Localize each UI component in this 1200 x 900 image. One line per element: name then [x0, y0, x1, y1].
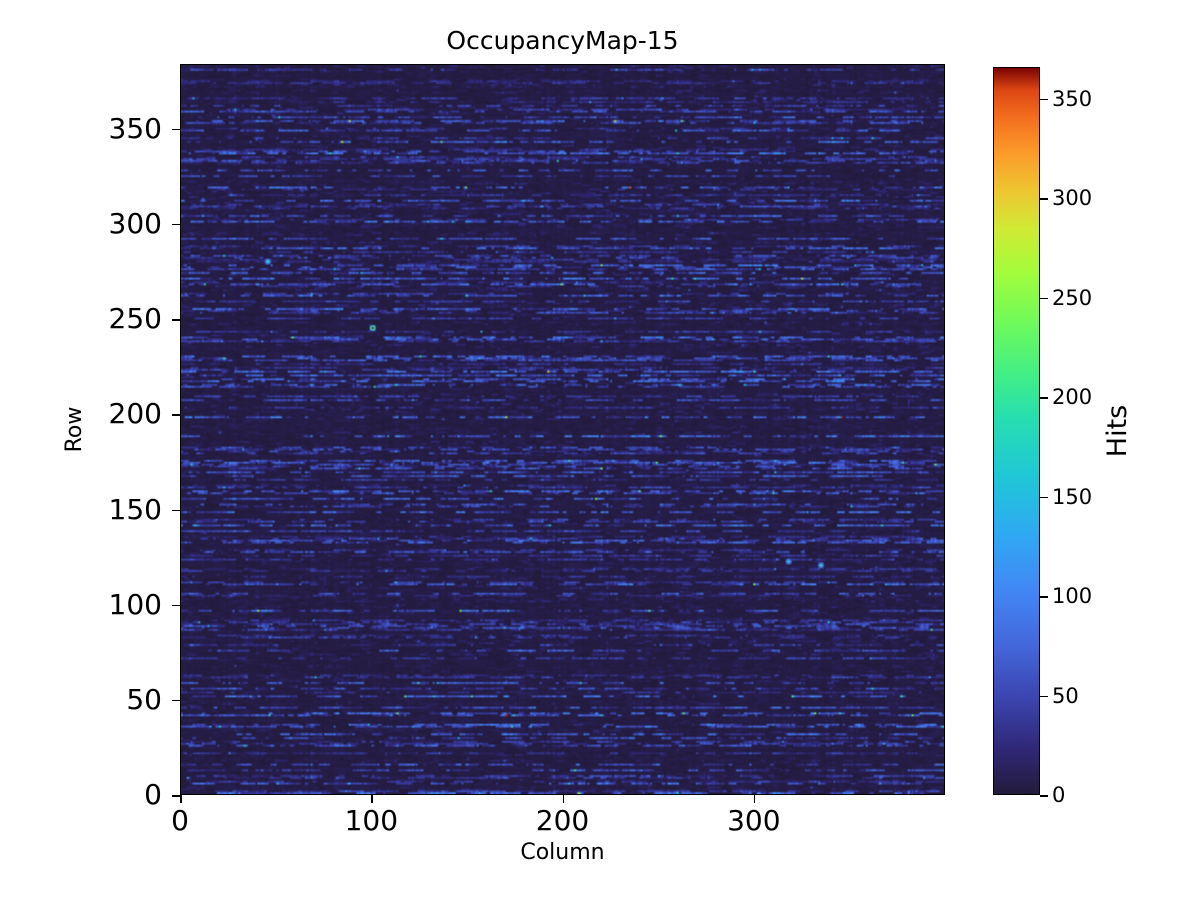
x-tick-label: 300: [727, 804, 781, 837]
heatmap-axes: [180, 64, 945, 795]
colorbar-gradient: [994, 68, 1039, 794]
x-tick-label: 100: [344, 804, 399, 837]
y-tick-label: 350: [108, 111, 162, 145]
y-tick-label: 200: [108, 397, 162, 431]
y-tick-mark: [172, 509, 180, 512]
colorbar-tick-label: 0: [1052, 783, 1066, 807]
x-tick-mark: [562, 795, 565, 803]
y-tick-mark: [172, 414, 180, 416]
y-tick-mark: [172, 223, 180, 226]
y-tick-mark: [172, 319, 180, 321]
y-tick-label: 300: [108, 206, 162, 240]
colorbar-tick-mark: [1040, 695, 1048, 698]
colorbar-tick-mark: [1040, 98, 1048, 101]
y-tick-label: 100: [108, 587, 162, 621]
colorbar-tick-mark: [1040, 795, 1048, 797]
colorbar-tick-label: 350: [1052, 86, 1093, 111]
y-tick-mark: [172, 128, 180, 131]
x-tick-mark: [753, 795, 756, 803]
colorbar-tick-mark: [1040, 198, 1048, 200]
colorbar-tick-label: 250: [1052, 285, 1093, 310]
colorbar-tick-label: 50: [1052, 683, 1079, 708]
y-tick-mark: [172, 604, 180, 607]
colorbar-tick-label: 300: [1052, 186, 1093, 211]
y-tick-label: 0: [144, 778, 162, 811]
y-tick-mark: [172, 795, 180, 797]
x-tick-mark: [180, 795, 182, 803]
colorbar-tick-label: 100: [1052, 584, 1093, 609]
x-tick-label: 0: [171, 804, 189, 837]
page-title: OccupancyMap-15: [446, 26, 679, 55]
colorbar-tick-mark: [1040, 596, 1048, 598]
colorbar-tick-mark: [1040, 496, 1048, 499]
x-axis-label: Column: [520, 840, 605, 865]
colorbar-label: Hits: [1102, 404, 1133, 458]
y-tick-label: 50: [126, 682, 162, 716]
colorbar-tick-label: 200: [1052, 385, 1093, 410]
colorbar: [993, 67, 1040, 795]
x-tick-label: 200: [535, 804, 590, 837]
occupancy-heatmap-image: [181, 65, 944, 794]
colorbar-tick-label: 150: [1052, 484, 1093, 509]
colorbar-tick-mark: [1040, 397, 1048, 399]
y-axis-label: Row: [62, 406, 87, 453]
y-tick-label: 150: [108, 492, 162, 526]
x-tick-mark: [371, 795, 373, 803]
colorbar-tick-mark: [1040, 297, 1048, 300]
y-tick-mark: [172, 699, 180, 702]
y-tick-label: 250: [108, 302, 162, 336]
